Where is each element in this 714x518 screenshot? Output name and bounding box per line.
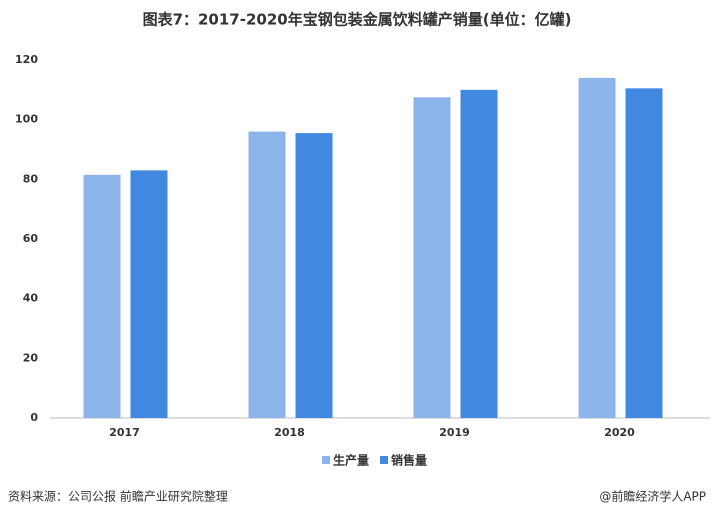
legend-label: 生产量: [333, 453, 369, 468]
y-tick-label: 40: [23, 292, 39, 305]
y-tick-label: 20: [23, 351, 39, 364]
legend-swatch: [380, 456, 388, 464]
x-tick-label: 2017: [109, 426, 140, 439]
y-tick-label: 0: [30, 411, 38, 424]
legend-label: 销售量: [391, 453, 427, 468]
bar: [578, 77, 616, 419]
source: 资料来源：公司公报 前瞻产业研究院整理: [8, 489, 228, 504]
y-tick-label: 60: [23, 232, 39, 245]
legend-swatch: [322, 456, 330, 464]
chart-title: 图表7：2017-2020年宝钢包装金属饮料罐产销量(单位：亿罐): [143, 11, 572, 29]
bar: [413, 97, 451, 419]
x-tick-label: 2018: [274, 426, 305, 439]
y-tick-label: 100: [15, 113, 38, 126]
bar: [295, 133, 333, 418]
bar: [625, 88, 663, 418]
bar: [130, 170, 168, 418]
bar: [83, 174, 121, 418]
bar: [460, 89, 498, 418]
y-tick-label: 120: [15, 53, 38, 66]
x-tick-label: 2019: [439, 426, 470, 439]
y-tick-label: 80: [23, 172, 39, 185]
x-tick-label: 2020: [604, 426, 635, 439]
bar: [248, 131, 286, 418]
credit: @前瞻经济学人APP: [599, 489, 706, 504]
